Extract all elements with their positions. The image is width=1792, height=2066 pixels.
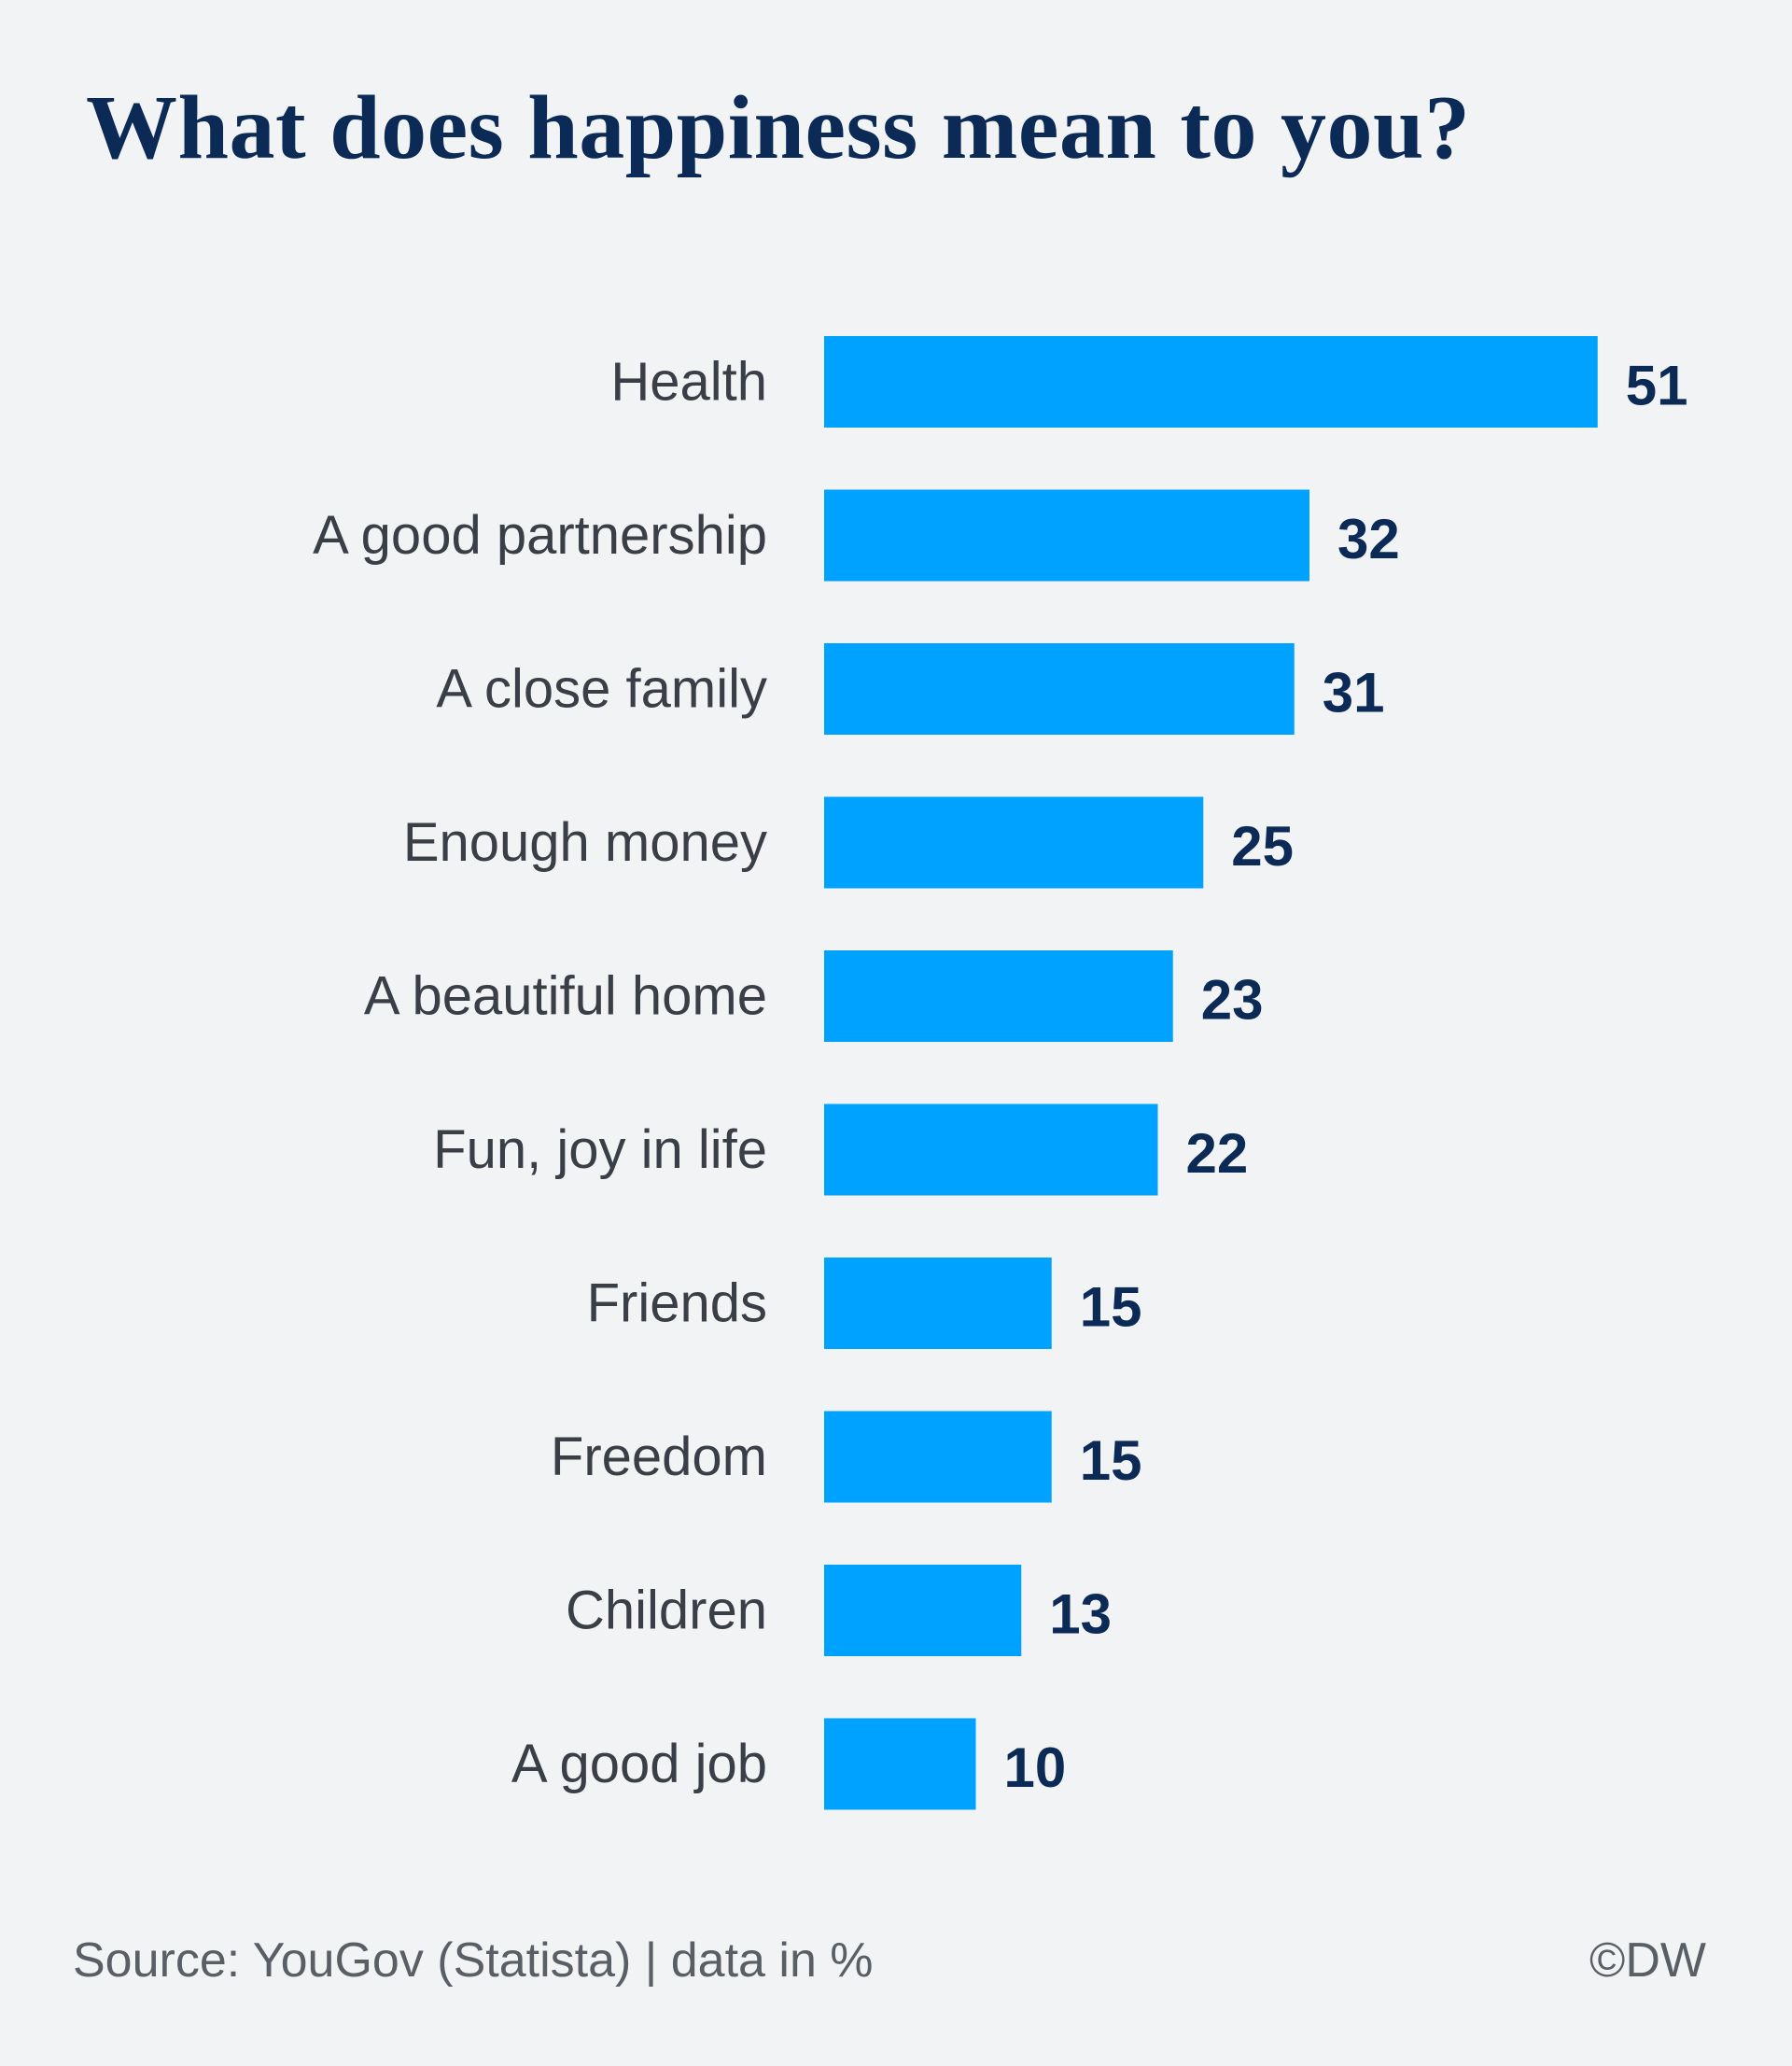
- bar-row: Freedom 15: [551, 1411, 1142, 1503]
- category-label: A good job: [511, 1734, 767, 1794]
- value-label: 22: [1186, 1122, 1249, 1185]
- bar: [824, 1258, 1052, 1349]
- bar: [824, 950, 1173, 1042]
- bar: [824, 1565, 1022, 1656]
- bar-row: A beautiful home 23: [364, 950, 1264, 1042]
- bar-row: Health 51: [610, 336, 1688, 428]
- value-label: 51: [1626, 355, 1688, 417]
- source-note: Source: YouGov (Statista) | data in %: [73, 1933, 874, 1988]
- value-label: 31: [1323, 662, 1385, 724]
- bar: [824, 336, 1598, 428]
- value-label: 13: [1049, 1583, 1112, 1646]
- value-label: 15: [1080, 1429, 1142, 1492]
- value-label: 15: [1080, 1276, 1142, 1339]
- category-label: Freedom: [551, 1427, 767, 1487]
- bar: [824, 1411, 1052, 1503]
- bar: [824, 643, 1295, 735]
- category-label: A beautiful home: [364, 966, 767, 1027]
- value-label: 10: [1004, 1736, 1067, 1799]
- bar-row: Fun, joy in life 22: [433, 1103, 1249, 1196]
- value-label: 32: [1337, 508, 1400, 570]
- value-label: 23: [1201, 969, 1264, 1032]
- category-label: Enough money: [403, 812, 767, 873]
- bar: [824, 1103, 1158, 1196]
- bar-row: A close family 31: [436, 643, 1385, 735]
- bar-row: Children 13: [566, 1565, 1112, 1656]
- value-label: 25: [1231, 815, 1294, 878]
- bar-row: A good job 10: [511, 1718, 1067, 1810]
- bar-row: A good partnership 32: [313, 489, 1400, 582]
- category-label: A close family: [436, 659, 767, 720]
- category-label: A good partnership: [313, 505, 767, 566]
- bar: [824, 796, 1204, 889]
- chart-title: What does happiness mean to you?: [86, 77, 1471, 178]
- category-label: Children: [566, 1581, 767, 1641]
- category-label: Fun, joy in life: [433, 1119, 767, 1180]
- category-label: Friends: [587, 1273, 767, 1334]
- bar: [824, 1718, 976, 1810]
- bar-row: Friends 15: [587, 1258, 1142, 1349]
- bar: [824, 489, 1309, 582]
- copyright-credit: ©DW: [1589, 1933, 1706, 1988]
- bar-row: Enough money 25: [403, 796, 1294, 889]
- category-label: Health: [610, 352, 767, 413]
